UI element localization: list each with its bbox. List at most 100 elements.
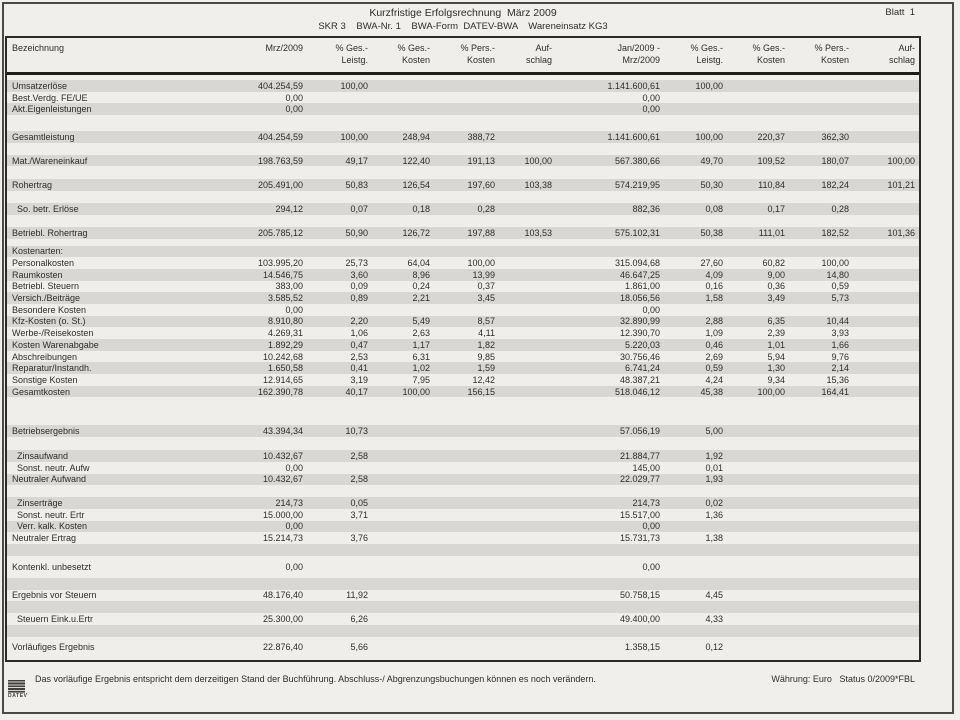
cell: 1,09 xyxy=(705,328,723,339)
cell: 1,38 xyxy=(705,533,723,544)
row-label: Rohertrag xyxy=(12,180,53,191)
cell: 111,01 xyxy=(758,227,785,238)
cell: 49.400,00 xyxy=(619,614,660,625)
cell: 5.220,03 xyxy=(624,339,660,350)
cell: 10,73 xyxy=(345,426,368,437)
spacer-row xyxy=(7,191,919,203)
column-header-bezeichnung: Bezeichnung xyxy=(12,43,65,53)
cell: 0,00 xyxy=(285,521,303,532)
cell: 362,30 xyxy=(821,131,849,142)
column-header: % Ges.- Leistg. xyxy=(335,43,368,65)
cell: 25.300,00 xyxy=(262,614,303,625)
cell: 1,30 xyxy=(767,363,785,374)
spacer-row xyxy=(7,577,919,590)
row-label: Betriebsergebnis xyxy=(12,426,80,437)
cell: 0,00 xyxy=(285,561,303,572)
cell: 9,85 xyxy=(477,351,495,362)
cell: 8,57 xyxy=(477,316,495,327)
cell: 3,19 xyxy=(350,374,368,385)
cell: 1,02 xyxy=(412,363,430,374)
table-row: Versich./Beiträge 3.585,52 0,89 2,21 3,45 18.… xyxy=(7,292,919,304)
cell: 156,15 xyxy=(467,386,495,397)
cell: 122,40 xyxy=(402,155,430,166)
cell: 220,37 xyxy=(757,131,785,142)
cell: 0,12 xyxy=(705,641,723,652)
cell: 57.056,19 xyxy=(619,426,660,437)
cell: 2,58 xyxy=(350,450,368,461)
cell: 12,42 xyxy=(472,374,495,385)
cell: 164,41 xyxy=(821,386,849,397)
cell: 1,93 xyxy=(705,474,723,485)
row-label: Sonst. neutr. Ertr xyxy=(17,509,85,520)
spacer-row xyxy=(7,239,919,246)
cell: 0,02 xyxy=(705,498,723,509)
cell: 100,00 xyxy=(524,155,552,166)
cell: 1,36 xyxy=(705,509,723,520)
cell: 5,66 xyxy=(350,641,368,652)
cell: 0,05 xyxy=(350,498,368,509)
cell: 15,36 xyxy=(826,374,849,385)
cell: 15.517,00 xyxy=(619,509,660,520)
cell: 1,82 xyxy=(477,339,495,350)
row-label: Neutraler Aufwand xyxy=(12,474,87,485)
column-header: Auf-schlag xyxy=(525,43,552,65)
cell: 182,24 xyxy=(821,180,849,191)
row-label: Verr. kalk. Kosten xyxy=(17,521,88,532)
cell: 18.056,56 xyxy=(619,293,660,304)
table-row: Mat./Wareneinkauf 198.763,59 49,17 122,40 19… xyxy=(7,154,919,167)
cell: 180,07 xyxy=(821,155,849,166)
cell: 162.390,78 xyxy=(257,386,303,397)
cell: 21.884,77 xyxy=(619,450,660,461)
cell: 1,58 xyxy=(705,293,723,304)
row-label: Zinsaufwand xyxy=(17,450,69,461)
row-label: Akt.Eigenleistungen xyxy=(12,104,92,115)
cell: 1,92 xyxy=(705,450,723,461)
cell: 191,13 xyxy=(467,155,495,166)
cell: 12.914,65 xyxy=(262,374,303,385)
cell: 46.647,25 xyxy=(619,269,660,280)
cell: 48.387,21 xyxy=(619,374,660,385)
cell: 1,66 xyxy=(831,339,849,350)
cell: 100,00 xyxy=(887,155,915,166)
cell: 6,35 xyxy=(767,316,785,327)
cell: 0,59 xyxy=(705,363,723,374)
cell: 100,00 xyxy=(340,80,368,91)
cell: 0,00 xyxy=(285,104,303,115)
cell: 2,21 xyxy=(412,293,430,304)
row-label: Versich./Beiträge xyxy=(12,293,81,304)
cell: 10.432,67 xyxy=(262,450,303,461)
cell: 0,28 xyxy=(831,203,849,214)
cell: 4,11 xyxy=(478,328,495,339)
cell: 2,20 xyxy=(350,316,368,327)
cell: 0,08 xyxy=(705,203,723,214)
cell: 4,33 xyxy=(705,614,723,625)
table-row: Zinsaufwand 10.432,67 2,58 21.884,77 1,92 xyxy=(7,450,919,462)
table-row: Gesamtleistung 404.254,59 100,00 248,94 388,… xyxy=(7,131,919,143)
table-row: Raumkosten 14.546,75 3,60 8,96 13,99 46.647,2… xyxy=(7,268,919,281)
row-label: Umsatzerlöse xyxy=(12,80,68,91)
row-label: Raumkosten xyxy=(12,269,63,280)
row-label: Personalkosten xyxy=(12,258,75,269)
row-label: Besondere Kosten xyxy=(12,304,87,315)
column-header: % Ges.- Kosten xyxy=(397,43,430,65)
cell: 15.731,73 xyxy=(619,533,660,544)
table-row: Besondere Kosten 0,00 0,00 xyxy=(7,304,919,316)
cell: 315.094,68 xyxy=(614,258,660,269)
cell: 197,60 xyxy=(467,180,495,191)
row-label: Neutraler Ertrag xyxy=(12,533,77,544)
cell: 3,45 xyxy=(477,293,495,304)
datev-logo: DATEV xyxy=(8,680,27,699)
cell: 5,94 xyxy=(767,351,785,362)
row-label: Kfz-Kosten (o. St.) xyxy=(12,316,86,327)
cell: 0,00 xyxy=(642,104,660,115)
cell: 10.432,67 xyxy=(262,474,303,485)
cell: 6,26 xyxy=(350,614,368,625)
spacer-row xyxy=(7,485,919,497)
cell: 0,00 xyxy=(642,521,660,532)
table-row: Betriebl. Steuern 383,00 0,09 0,24 0,37 1.861… xyxy=(7,281,919,293)
row-label: So. betr. Erlöse xyxy=(17,203,79,214)
cell: 197,88 xyxy=(467,227,495,238)
cell: 5,73 xyxy=(831,293,849,304)
cell: 3,60 xyxy=(350,269,368,280)
cell: 5,00 xyxy=(705,426,723,437)
